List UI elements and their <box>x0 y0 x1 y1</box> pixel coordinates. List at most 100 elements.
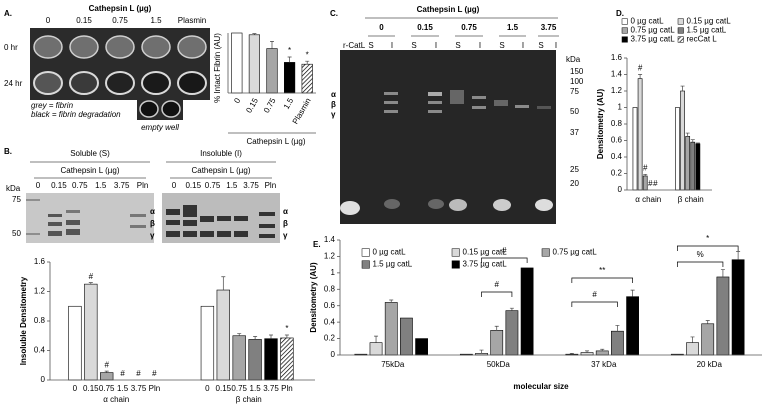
x-axis-label: molecular size <box>513 382 569 391</box>
bar <box>415 338 428 356</box>
bar <box>68 305 82 381</box>
chain-label: γ <box>283 231 288 240</box>
error-bar <box>643 173 648 176</box>
error-bar <box>253 336 258 340</box>
bar <box>675 107 680 191</box>
legend-swatch <box>621 36 628 43</box>
error-bar <box>221 276 226 291</box>
annotation: * <box>285 324 288 333</box>
lane-label: S <box>499 41 504 50</box>
marker-label: 75 <box>570 87 579 96</box>
error-bar <box>690 139 695 143</box>
significance-bracket <box>676 245 739 251</box>
row-label: 24 hr <box>4 79 23 88</box>
bar <box>248 34 260 94</box>
legend-swatch <box>621 27 628 34</box>
lane-label: 3.75 <box>243 181 259 190</box>
legend-swatch <box>677 36 684 43</box>
x-tick-label: 0.15 <box>244 96 260 114</box>
legend-label: 0.75 µg catL <box>553 248 598 257</box>
legend-swatch <box>451 248 460 257</box>
marker-label: 50 <box>12 229 21 238</box>
y-tick-label: 0.8 <box>611 119 623 128</box>
annotation: # <box>648 179 653 188</box>
error-bar <box>615 325 620 332</box>
y-tick-label: 1.6 <box>34 257 46 266</box>
x-tick-label: 1.5 <box>250 384 262 393</box>
significance-bracket <box>481 257 528 263</box>
significance-bracket <box>571 301 618 307</box>
lane-label: 3.75 <box>114 181 130 190</box>
x-tick-label: 50kDa <box>487 360 511 369</box>
legend-swatch <box>621 18 628 25</box>
lane-label: 0.15 <box>51 181 67 190</box>
x-tick-label: 1.5 <box>282 96 296 111</box>
lane-label: Pln <box>137 181 149 190</box>
legend-swatch <box>451 260 460 269</box>
x-tick-label: α chain <box>635 195 661 204</box>
lane-label: 0.15 <box>76 16 92 25</box>
marker-label: 37 <box>570 128 579 137</box>
marker-label: 150 <box>570 67 584 76</box>
legend-label: 3.75 µg catL <box>463 260 508 269</box>
error-bar <box>680 85 685 91</box>
lane-label: 0.15 <box>185 181 201 190</box>
lane-label: r-CatL <box>343 41 366 50</box>
x-tick-label: 0.15 <box>83 384 99 393</box>
bar <box>231 32 243 94</box>
bar <box>266 48 278 94</box>
annotation: # <box>495 280 500 289</box>
error-bar <box>509 307 514 311</box>
bar <box>685 136 691 191</box>
lane-label: 0.75 <box>461 23 477 32</box>
marker-label: 100 <box>570 77 584 86</box>
bar <box>280 337 294 381</box>
annotation: * <box>306 50 309 59</box>
y-tick-label: 1.2 <box>34 287 46 296</box>
x-axis-label: Cathepsin L (µg) <box>246 137 305 146</box>
error-bar <box>252 33 257 35</box>
y-tick-label: 0.2 <box>324 334 336 343</box>
legend-swatch <box>541 248 550 257</box>
x-tick-label: α chain <box>103 395 129 404</box>
y-axis-label: % Intact Fibrin (AU) <box>213 33 222 103</box>
lane-label: 0 <box>172 181 177 190</box>
lane-label: 0 <box>46 16 51 25</box>
x-tick-label: 75kDa <box>381 360 405 369</box>
bar <box>232 335 246 381</box>
x-tick-label: β chain <box>678 195 704 204</box>
legend-swatch <box>361 248 370 257</box>
x-tick-label: 0 <box>232 96 242 105</box>
error-bar <box>630 289 635 297</box>
lane-label: Plasmin <box>178 16 206 25</box>
label: Cathepsin L (µg) <box>89 4 152 13</box>
annotation: # <box>136 369 141 378</box>
x-tick-label: 0 <box>205 384 210 393</box>
lane-label: 0.75 <box>72 181 88 190</box>
panel-label: A. <box>4 9 12 18</box>
bar <box>84 283 98 381</box>
bar <box>264 338 278 381</box>
x-tick-label: 0.75 <box>231 384 247 393</box>
chain-label: β <box>150 219 155 228</box>
error-bar <box>569 353 574 355</box>
panel-label: B. <box>4 147 12 156</box>
legend-swatch <box>677 27 684 34</box>
lane-label: 0.75 <box>205 181 221 190</box>
x-tick-label: Pln <box>149 384 161 393</box>
y-tick-label: 1 <box>618 103 623 112</box>
annotation: # <box>643 163 648 172</box>
legend-label: 0.15 µg catL <box>463 248 508 257</box>
bar <box>731 259 745 356</box>
y-tick-label: 0 <box>618 185 623 194</box>
legend-label: 0.75 µg catL <box>631 26 676 35</box>
y-tick-label: 1.6 <box>611 53 623 62</box>
significance-bracket <box>571 277 633 283</box>
chain-label: α <box>331 90 336 99</box>
error-bar <box>690 336 695 343</box>
legend-swatch <box>361 260 370 269</box>
note: black = fibrin degradation <box>31 110 121 119</box>
error-bar <box>585 350 590 353</box>
error-bar <box>269 334 274 339</box>
annotation: # <box>592 290 597 299</box>
